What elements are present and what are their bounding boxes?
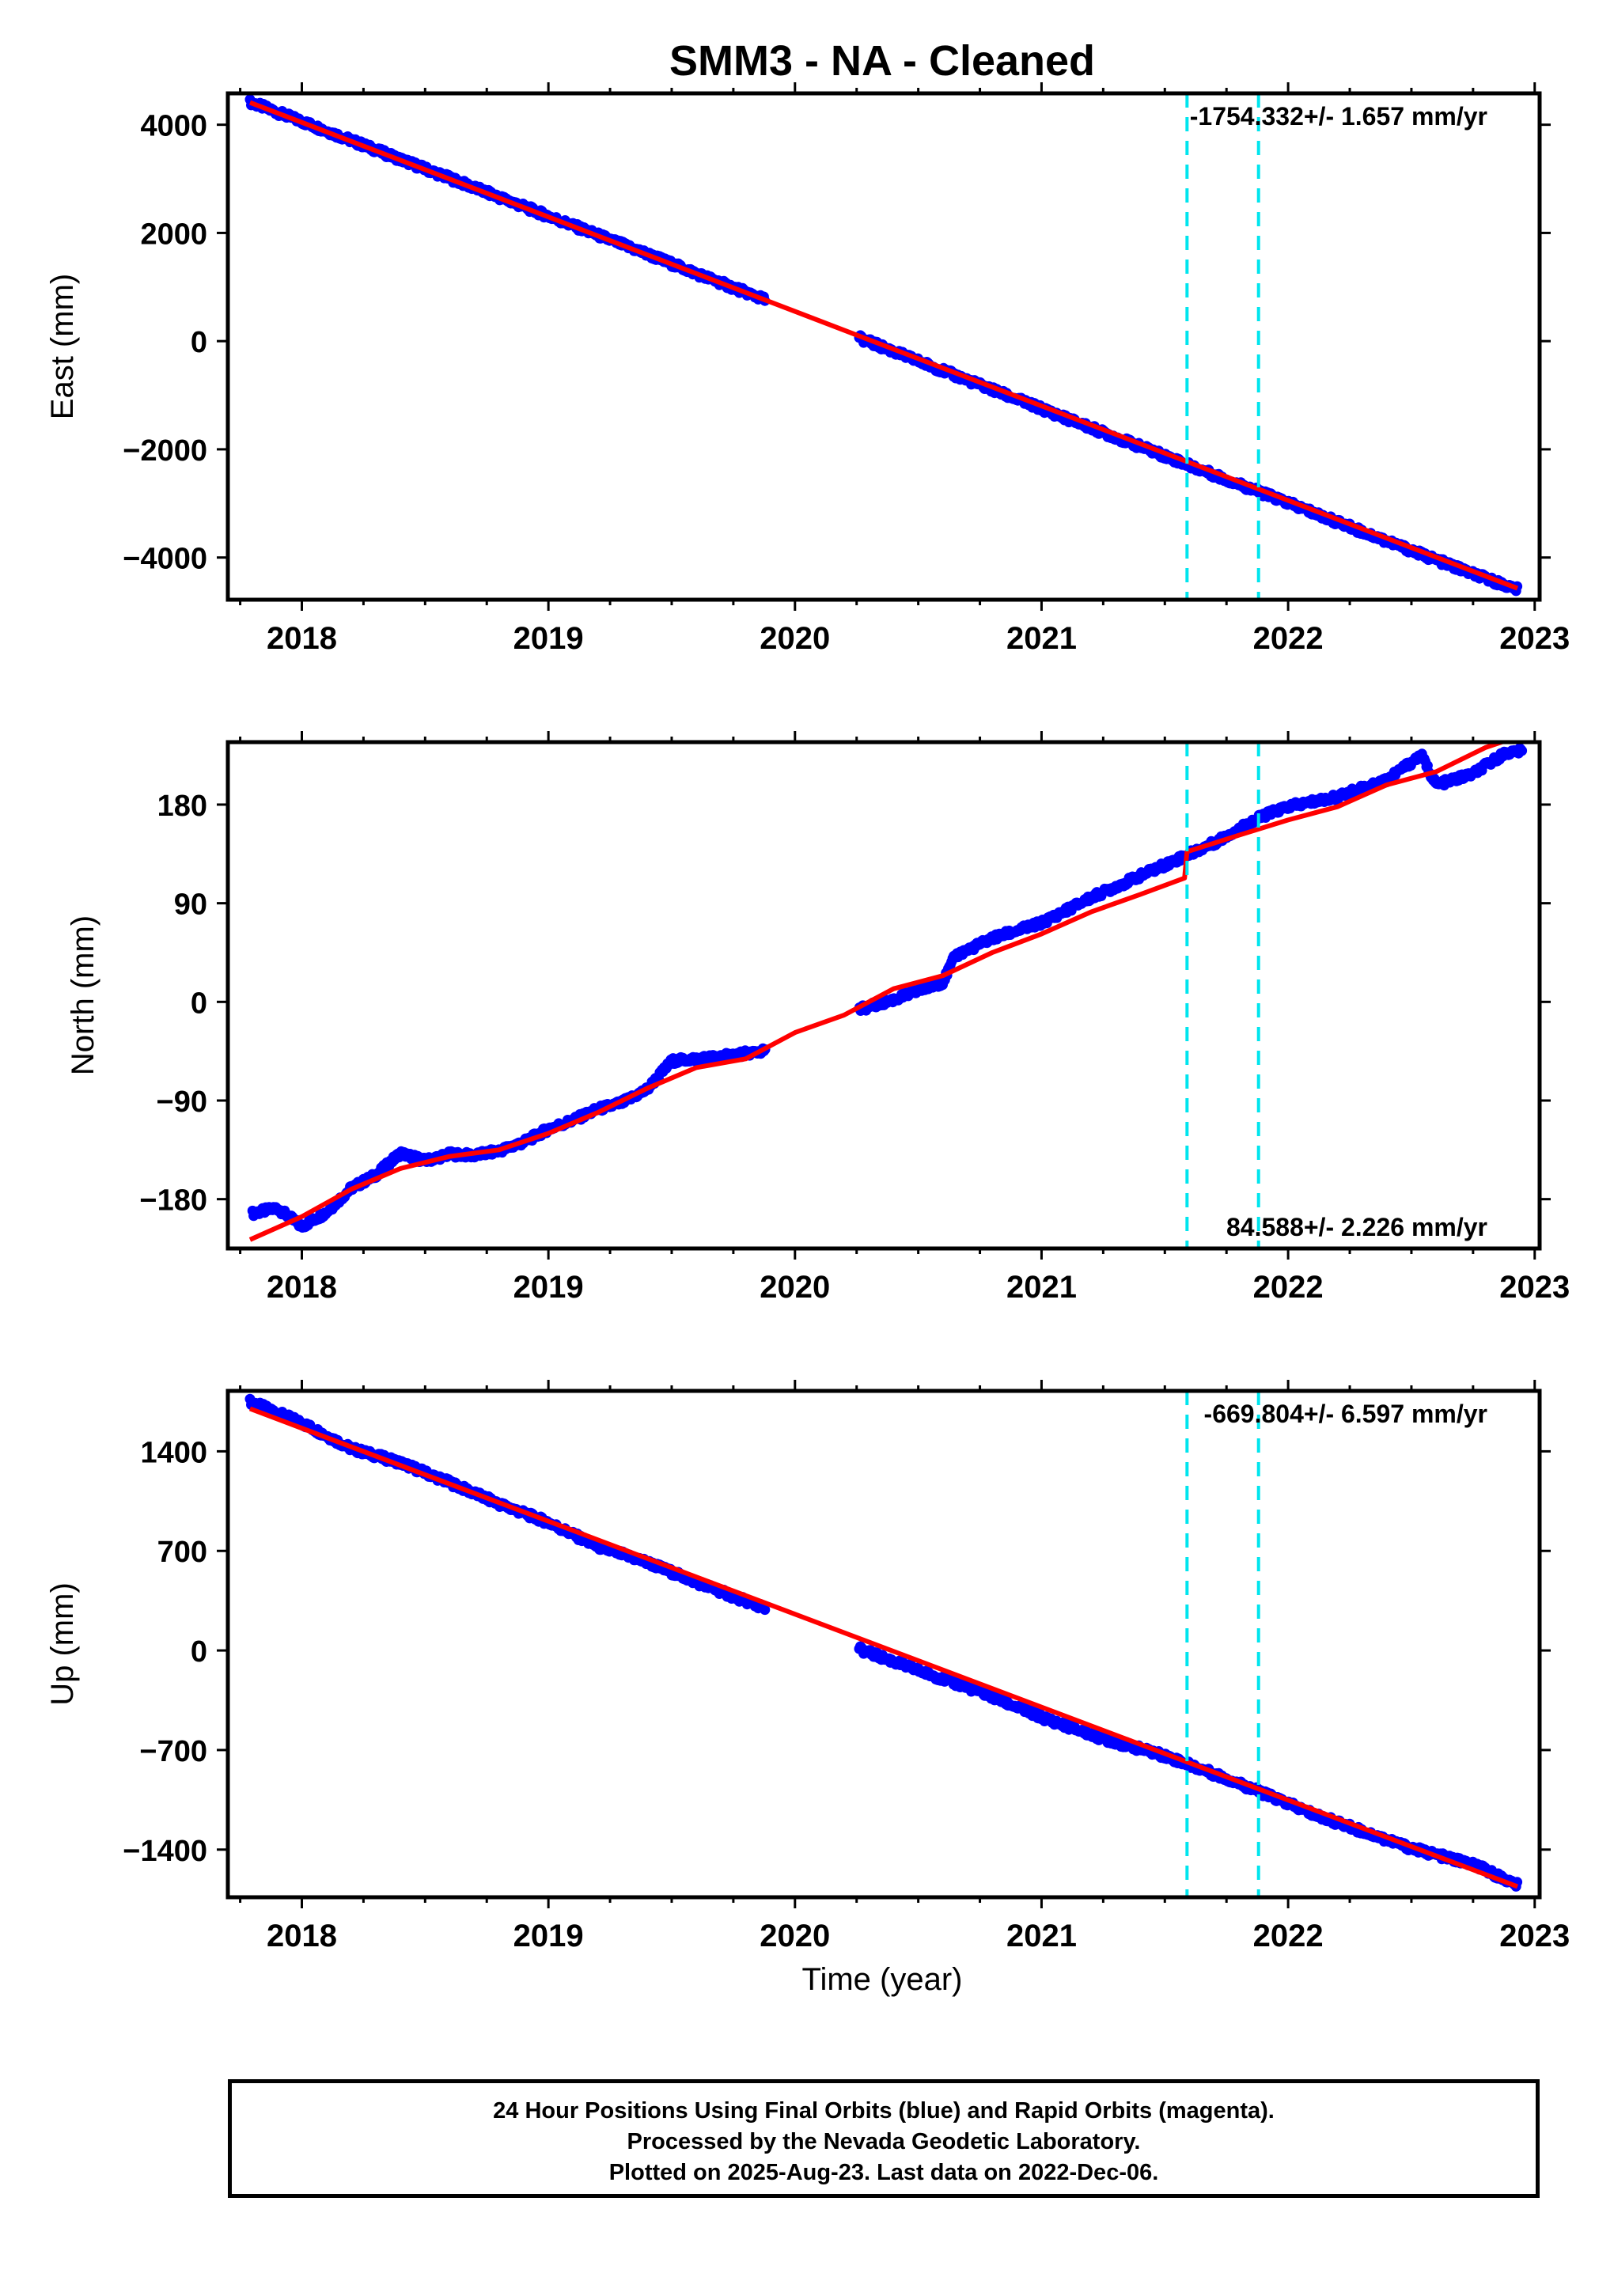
- y-tick-label: 2000: [140, 218, 207, 251]
- data-point: [760, 1605, 771, 1616]
- y-axis-label: North (mm): [66, 915, 100, 1075]
- y-tick-label: −700: [139, 1735, 207, 1768]
- footer-line-1: 24 Hour Positions Using Final Orbits (bl…: [493, 2098, 1275, 2124]
- y-tick-label: 0: [191, 987, 207, 1020]
- y-tick-label: 90: [174, 888, 207, 922]
- north-panel: 2018 2019 2020 2021 2022 2023 180 90 0 −90 −180 Nor…: [66, 731, 1570, 1305]
- velocity-rate-label: 84.588+/- 2.226 mm/yr: [1226, 1213, 1487, 1241]
- y-tick-label: 700: [157, 1536, 207, 1569]
- footer-caption-box: 24 Hour Positions Using Final Orbits (bl…: [228, 2079, 1540, 2198]
- plot-frame: [225, 91, 1542, 602]
- x-tick-label: 2021: [1006, 621, 1077, 656]
- y-tick-label: 0: [191, 326, 207, 359]
- x-tick-label: 2022: [1253, 621, 1324, 656]
- x-tick-label: 2018: [267, 621, 337, 656]
- x-tick-label: 2019: [513, 1270, 584, 1305]
- x-tick-label: 2020: [760, 621, 830, 656]
- plot-frame: [225, 1389, 1542, 1900]
- model-fit-line: [248, 100, 1519, 591]
- velocity-rate-label: -1754.332+/- 1.657 mm/yr: [1190, 102, 1487, 131]
- y-tick-label: −4000: [123, 543, 207, 576]
- y-tick-label: −90: [157, 1085, 207, 1119]
- x-tick-label: 2020: [760, 1270, 830, 1305]
- x-tick-label: 2023: [1499, 621, 1570, 656]
- x-tick-label: 2019: [513, 621, 584, 656]
- x-axis-label: Time (year): [802, 1962, 963, 1997]
- x-tick-label: 2023: [1499, 1919, 1570, 1953]
- x-tick-label: 2021: [1006, 1919, 1077, 1953]
- footer-line-2: Processed by the Nevada Geodetic Laborat…: [627, 2129, 1141, 2154]
- y-tick-label: 0: [191, 1635, 207, 1669]
- model-fit-line: [248, 1406, 1519, 1889]
- y-axis-label: Up (mm): [45, 1582, 80, 1706]
- observed-points: [247, 743, 1528, 1233]
- east-panel: 2018 2019 2020 2021 2022 2023 4000 2000 0 −2000 −4…: [45, 82, 1570, 656]
- y-tick-label: −180: [139, 1184, 207, 1218]
- model-fit-line: [248, 742, 1510, 1242]
- chart-title: SMM3 - NA - Cleaned: [669, 37, 1096, 85]
- y-tick-label: −1400: [123, 1835, 207, 1868]
- x-tick-label: 2022: [1253, 1919, 1324, 1953]
- footer-line-3: Plotted on 2025-Aug-23. Last data on 202…: [608, 2160, 1159, 2185]
- up-panel: 2018 2019 2020 2021 2022 2023 1400 700 0 −700 −140…: [45, 1380, 1570, 1953]
- x-tick-label: 2020: [760, 1919, 830, 1953]
- x-tick-label: 2022: [1253, 1270, 1324, 1305]
- data-point: [1517, 745, 1528, 756]
- y-tick-label: 1400: [140, 1436, 207, 1469]
- y-axis-label: East (mm): [45, 274, 80, 419]
- plot-frame: [225, 740, 1542, 1251]
- x-tick-label: 2019: [513, 1919, 584, 1953]
- x-tick-label: 2021: [1006, 1270, 1077, 1305]
- y-tick-label: −2000: [123, 434, 207, 468]
- x-tick-label: 2023: [1499, 1270, 1570, 1305]
- y-tick-label: 180: [157, 790, 207, 823]
- velocity-rate-label: -669.804+/- 6.597 mm/yr: [1204, 1400, 1487, 1428]
- x-tick-label: 2018: [267, 1270, 337, 1305]
- y-tick-label: 4000: [140, 110, 207, 143]
- x-tick-label: 2018: [267, 1919, 337, 1953]
